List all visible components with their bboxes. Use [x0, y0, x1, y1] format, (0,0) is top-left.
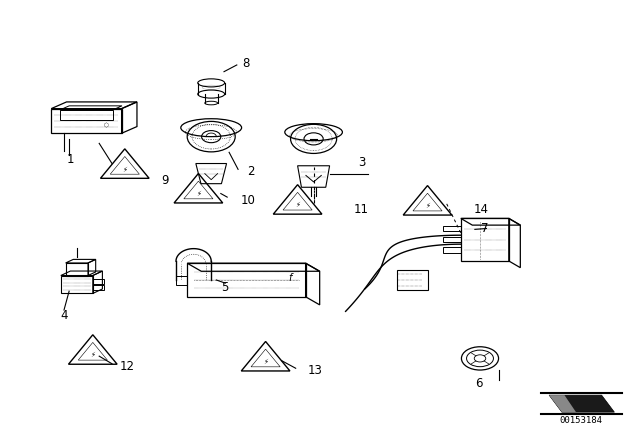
Text: 13: 13 — [308, 364, 323, 377]
Text: f: f — [288, 273, 291, 283]
Text: 9: 9 — [161, 173, 169, 187]
Bar — [93, 279, 104, 284]
Text: 1: 1 — [67, 152, 74, 166]
Text: 5: 5 — [221, 281, 229, 294]
Text: 2: 2 — [247, 165, 255, 178]
Text: 11: 11 — [354, 203, 369, 216]
Polygon shape — [549, 395, 614, 412]
Text: 3: 3 — [358, 155, 366, 169]
Text: 8: 8 — [243, 57, 250, 70]
Text: ⚡: ⚡ — [122, 167, 127, 172]
Text: 6: 6 — [475, 376, 483, 390]
Text: ⚡: ⚡ — [263, 359, 268, 365]
Text: ⚡: ⚡ — [196, 191, 201, 197]
Bar — [443, 226, 461, 231]
Bar — [93, 285, 104, 290]
Bar — [443, 247, 461, 253]
Text: 10: 10 — [241, 194, 256, 207]
Text: ⚡: ⚡ — [295, 202, 300, 208]
Text: 00153184: 00153184 — [559, 416, 603, 425]
Text: ⬡: ⬡ — [103, 124, 108, 129]
Text: 12: 12 — [119, 359, 134, 373]
Text: 7: 7 — [481, 222, 489, 235]
Bar — [175, 276, 187, 285]
Text: ⚡: ⚡ — [90, 353, 95, 358]
Polygon shape — [549, 395, 576, 412]
Text: 4: 4 — [60, 309, 68, 323]
Text: 14: 14 — [474, 203, 489, 216]
Bar — [443, 237, 461, 242]
Text: ⚡: ⚡ — [425, 203, 430, 209]
